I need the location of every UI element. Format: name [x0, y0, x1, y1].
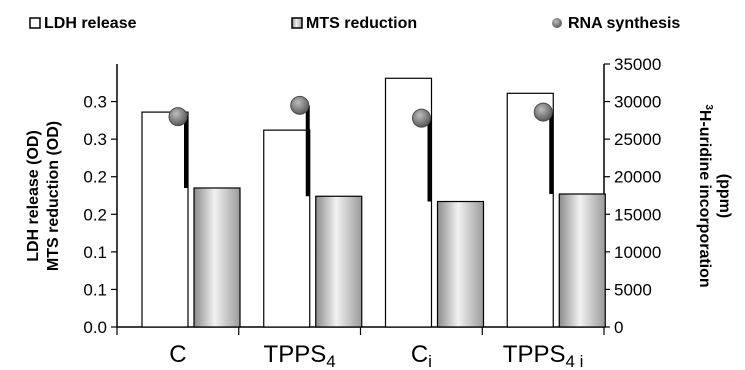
point-rna-synthesis [412, 108, 431, 128]
bar-mts-reduction [315, 195, 363, 328]
point-rna-synthesis [290, 95, 310, 115]
x-category-main: TPPS [503, 341, 566, 368]
legend: LDH release MTS reduction RNA synthesis [29, 15, 680, 32]
right-axis-title-line2: (ppm) [716, 174, 733, 218]
right-tick-label: 0 [614, 318, 623, 337]
x-category-main: C [411, 341, 428, 368]
bar-mts-reduction [193, 187, 241, 328]
left-tick-label: 0.2 [83, 168, 107, 187]
right-tick-label: 15000 [614, 205, 661, 224]
right-tick-label: 5000 [614, 280, 652, 299]
bar-ldh-release [506, 92, 554, 328]
right-axis-title-line1: 3H-uridine incorporation [696, 104, 714, 287]
right-tick-label: 20000 [614, 168, 661, 187]
left-axis-title-line2: MTS reduction (OD) [45, 121, 62, 271]
bar-mts-reduction [558, 193, 606, 328]
right-axis-title-sup: 3 [703, 104, 714, 110]
x-category-subscript: i [428, 352, 432, 370]
right-tick-label: 35000 [614, 55, 661, 74]
right-axis-title: 3H-uridine incorporation (ppm) [696, 104, 733, 287]
left-axis-title-line1: LDH release (OD) [25, 130, 42, 262]
bar-ldh-release [141, 111, 189, 328]
right-tick-label: 10000 [614, 243, 661, 262]
left-axis-title: LDH release (OD) MTS reduction (OD) [25, 121, 62, 271]
left-tick-label: 0.1 [83, 280, 107, 299]
x-category-label: C [169, 341, 186, 368]
bar-ldh-release [263, 129, 311, 328]
legend-label-ldh: LDH release [44, 15, 137, 32]
legend-marker-mts [291, 17, 303, 29]
plot-area: 0.0 0.1 0.1 0.2 0.2 0.3 0.3 0 5000 10000 15000 2000… [83, 55, 661, 370]
legend-label-mts: MTS reduction [306, 15, 417, 32]
legend-marker-ldh [29, 17, 41, 29]
left-tick-label: 0.1 [83, 243, 107, 262]
x-category-subscript: 4 [326, 352, 335, 370]
left-tick-label: 0.3 [83, 130, 107, 149]
x-category-main: TPPS [264, 341, 327, 368]
x-category-label: TPPS4 i [503, 341, 584, 370]
right-tick-label: 30000 [614, 93, 661, 112]
point-rna-synthesis [168, 107, 188, 127]
x-category-subscript: 4 i [565, 352, 583, 370]
left-tick-label: 0.3 [83, 93, 107, 112]
left-tick-label: 0.0 [83, 318, 107, 337]
x-category-main: C [169, 341, 186, 368]
point-rna-synthesis [533, 102, 553, 122]
left-tick-label: 0.2 [83, 205, 107, 224]
x-category-label: Ci [411, 341, 432, 370]
legend-marker-rna [552, 18, 562, 28]
bar-mts-reduction [436, 200, 485, 328]
x-category-label: TPPS4 [264, 341, 336, 370]
right-axis-title-main: H-uridine incorporation [696, 110, 713, 288]
right-tick-label: 25000 [614, 130, 661, 149]
legend-label-rna: RNA synthesis [568, 15, 680, 32]
